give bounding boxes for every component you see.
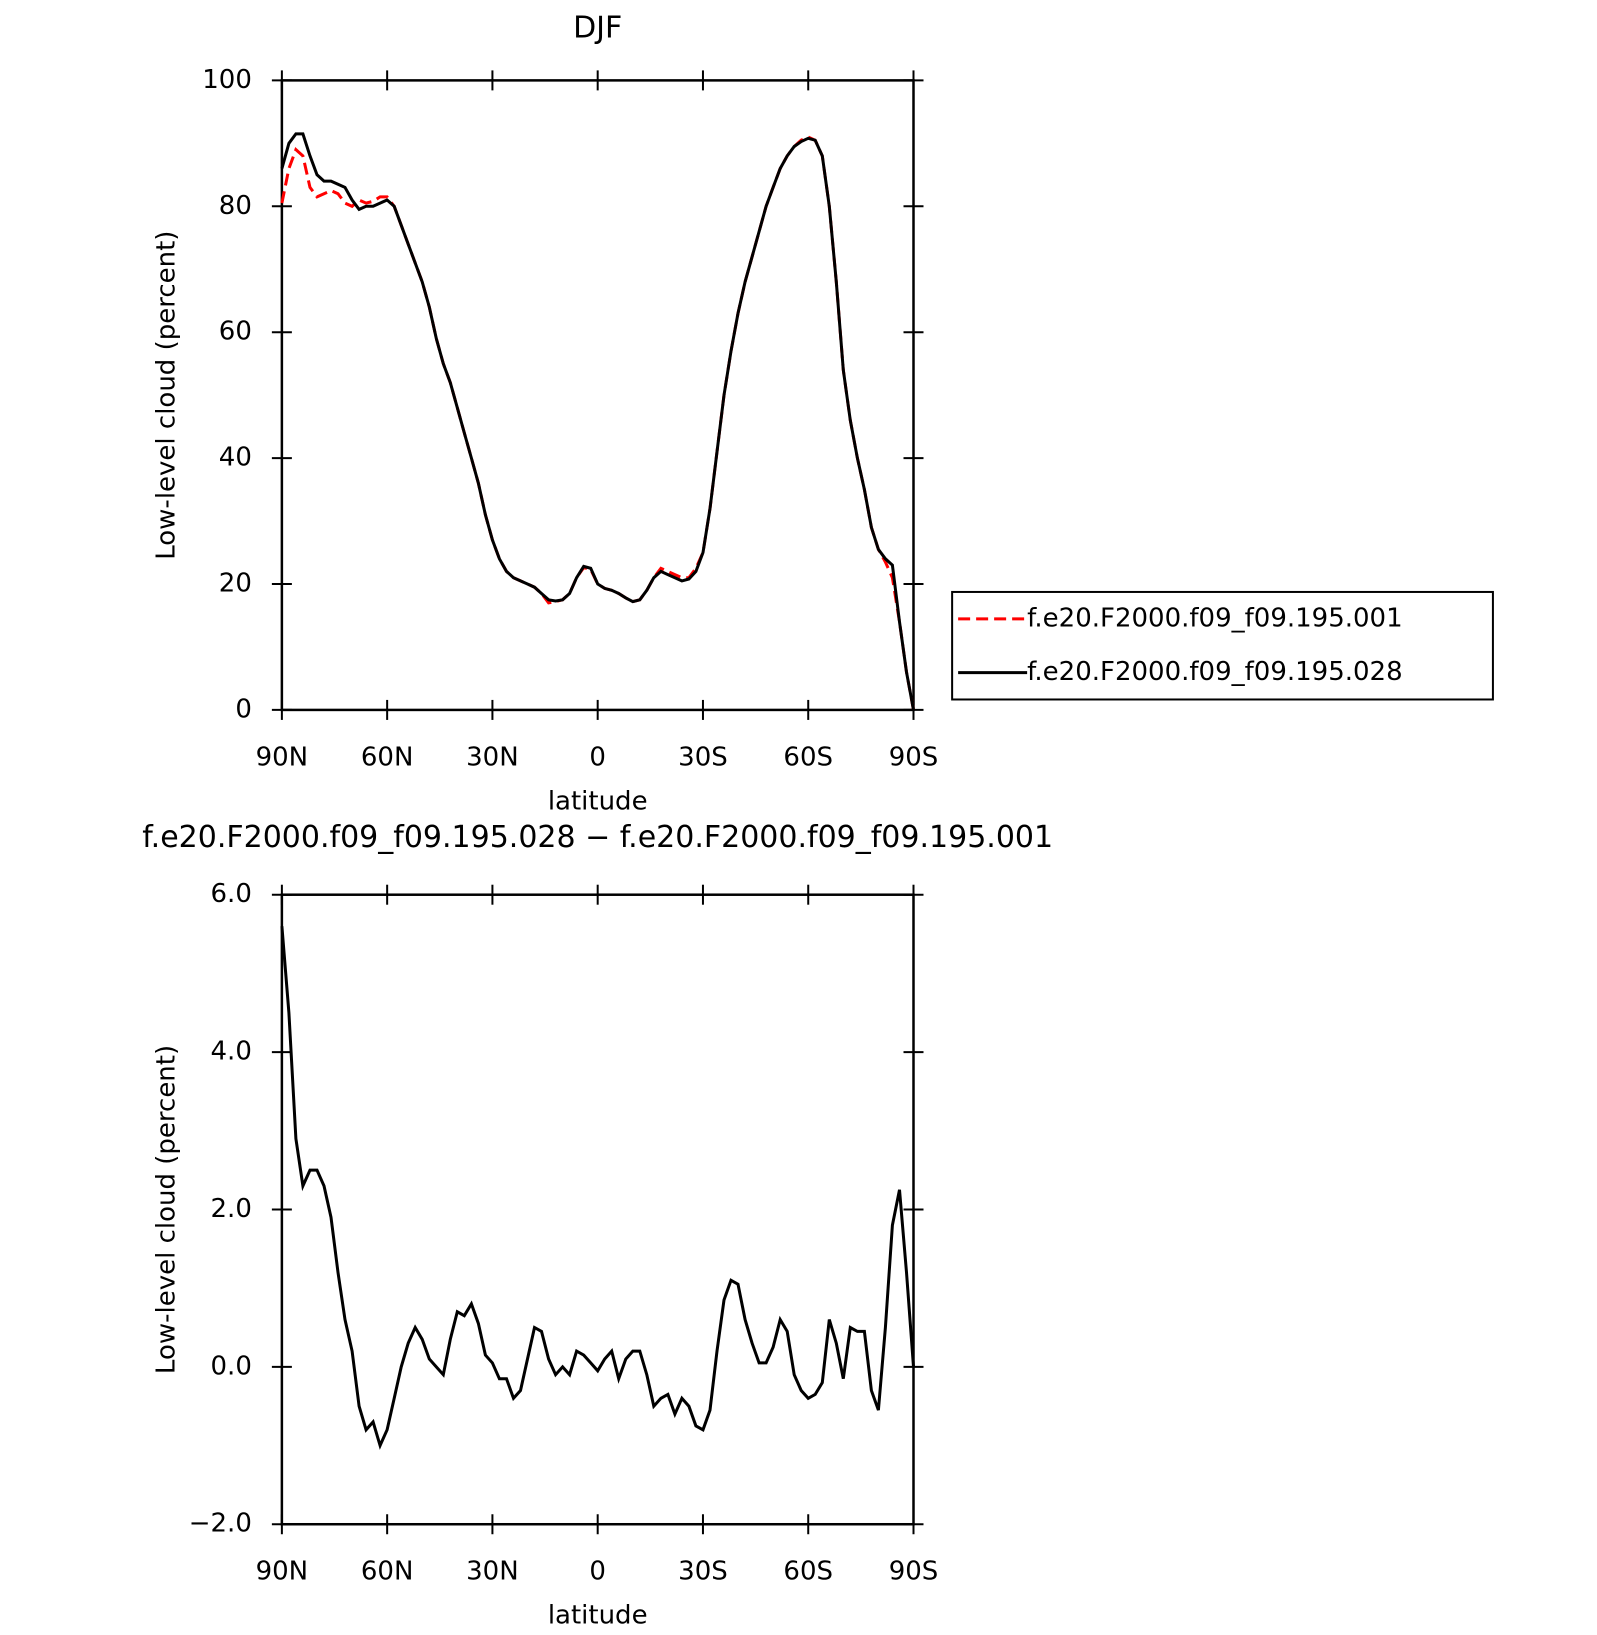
x-tick-label: 30S (678, 1557, 728, 1587)
y-tick-label: 100 (202, 65, 252, 95)
x-tick-label: 30S (678, 742, 728, 772)
y-tick-label: 60 (219, 317, 252, 347)
x-tick-label: 90N (256, 742, 309, 772)
x-tick-label: 60N (361, 742, 414, 772)
legend-label: f.e20.F2000.f09_f09.195.001 (1027, 603, 1403, 633)
x-tick-label: 90N (256, 1557, 309, 1587)
chart-title: f.e20.F2000.f09_f09.195.028 − f.e20.F200… (142, 820, 1053, 855)
x-tick-label: 90S (889, 1557, 939, 1587)
y-tick-label: 0.0 (211, 1351, 252, 1381)
x-tick-label: 60S (783, 742, 833, 772)
chart-title: DJF (573, 11, 622, 46)
x-tick-label: 60N (361, 1557, 414, 1587)
x-tick-label: 30N (466, 742, 519, 772)
data-line (280, 132, 915, 711)
y-tick-label: 2.0 (211, 1194, 252, 1224)
y-axis-label: Low-level cloud (percent) (151, 1045, 181, 1374)
y-tick-label: 20 (219, 569, 252, 599)
x-tick-label: 90S (889, 742, 939, 772)
y-tick-label: 0 (235, 694, 252, 724)
data-line (280, 926, 915, 1450)
y-tick-label: 80 (219, 191, 252, 221)
y-tick-label: −2.0 (189, 1509, 252, 1539)
x-axis-label: latitude (548, 1601, 648, 1631)
x-axis-label: latitude (548, 786, 648, 816)
data-line (280, 135, 915, 711)
y-tick-label: 6.0 (211, 879, 252, 909)
x-tick-label: 60S (783, 1557, 833, 1587)
x-tick-label: 30N (466, 1557, 519, 1587)
legend-label: f.e20.F2000.f09_f09.195.028 (1027, 657, 1403, 687)
x-tick-label: 0 (589, 1557, 606, 1587)
x-tick-label: 0 (589, 742, 606, 772)
y-tick-label: 40 (219, 443, 252, 473)
legend-box (951, 590, 1494, 701)
y-tick-label: 4.0 (211, 1037, 252, 1067)
plot-frame (280, 79, 915, 712)
y-axis-label: Low-level cloud (percent) (151, 231, 181, 560)
